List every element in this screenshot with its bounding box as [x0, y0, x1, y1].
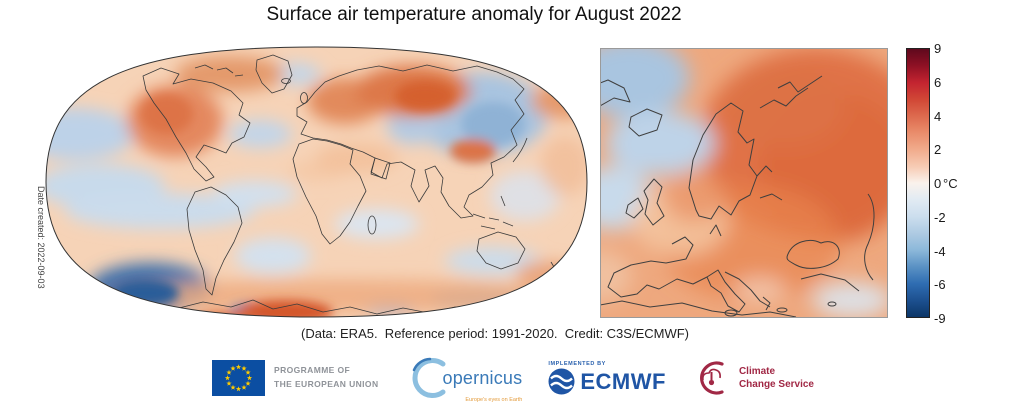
figure-caption: (Data: ERA5. Reference period: 1991-2020…: [301, 326, 689, 341]
c3s-line2: Change Service: [738, 379, 814, 390]
copernicus-c-icon: [412, 357, 445, 398]
colorbar-tick-label: -6: [934, 277, 946, 293]
ecmwf-icon: [548, 368, 575, 395]
colorbar-tick-label: -2: [934, 209, 946, 225]
logo-bar: PROGRAMME OF THE EUROPEAN UNION opernicu…: [212, 352, 814, 404]
ecmwf-row: ECMWF: [548, 368, 666, 395]
colorbar-tick-label: 2: [934, 142, 942, 158]
climate-change-service-logo: Climate Change Service: [692, 359, 814, 397]
page-title: Surface air temperature anomaly for Augu…: [266, 4, 682, 25]
world-anomaly-field: [46, 47, 587, 317]
colorbar-gradient: [906, 48, 930, 318]
colorbar-tick-label: 6: [934, 74, 942, 90]
c3s-icon: [700, 361, 724, 395]
colorbar-tick-label: -4: [934, 243, 946, 259]
colorbar-unit-label: °C: [943, 176, 958, 191]
eu-programme-line2: THE EUROPEAN UNION: [274, 379, 379, 389]
eu-flag-icon: [212, 360, 265, 396]
eu-programme-logo: PROGRAMME OF THE EUROPEAN UNION: [212, 360, 379, 396]
c3s-label: Climate Change Service: [739, 365, 814, 391]
world-map: [45, 46, 588, 318]
implemented-by-label: IMPLEMENTED BY: [548, 361, 606, 367]
ecmwf-wordmark: ECMWF: [580, 368, 666, 394]
copernicus-tagline: Europe's eyes on Earth: [465, 397, 523, 403]
europe-coastlines: [600, 75, 875, 318]
eu-programme-label: PROGRAMME OF THE EUROPEAN UNION: [274, 364, 379, 391]
colorbar-tick-label: 9: [934, 41, 942, 56]
europe-map-frame: [600, 48, 888, 318]
copernicus-wordmark: opernicus: [442, 367, 523, 388]
c3s-line1: Climate: [738, 366, 776, 377]
copernicus-logo: opernicus Europe's eyes on Earth: [405, 355, 523, 403]
colorbar: 9 6 4 2 0 -2 -4 -6 -9 °C: [906, 42, 958, 325]
colorbar-tick-label: -9: [934, 311, 946, 326]
eu-programme-line1: PROGRAMME OF: [274, 365, 351, 376]
europe-anomaly-field: [600, 48, 888, 318]
world-map-outline: [45, 46, 588, 318]
europe-map: [600, 48, 888, 318]
colorbar-tick-label: 0: [934, 176, 942, 191]
colorbar-tick-label: 4: [934, 108, 942, 124]
ecmwf-logo: IMPLEMENTED BY ECMWF: [548, 361, 666, 395]
